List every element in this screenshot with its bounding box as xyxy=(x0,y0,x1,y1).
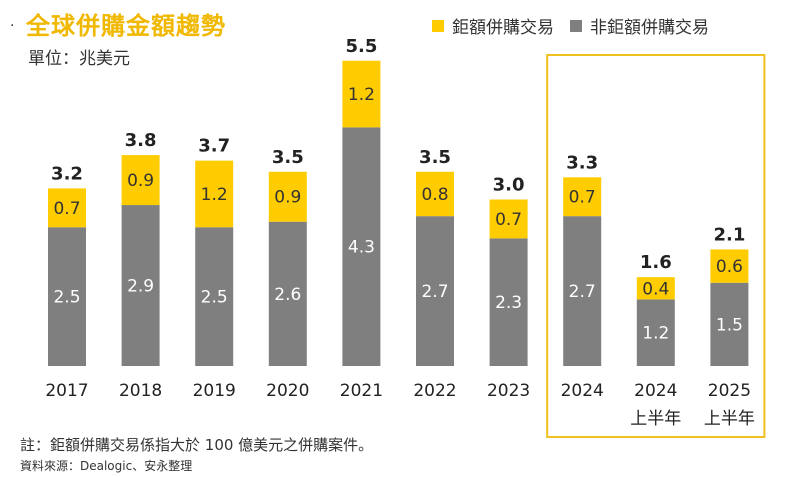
data-label-non-large-5: 2.7 xyxy=(421,282,448,302)
total-label-6: 3.0 xyxy=(493,175,525,196)
data-label-non-large-9: 1.5 xyxy=(716,315,743,335)
data-label-non-large-1: 2.9 xyxy=(127,277,154,297)
x-tick-label-6: 2023 xyxy=(487,381,530,401)
bar-large-4 xyxy=(342,60,381,128)
x-tick-label-3: 2020 xyxy=(266,381,309,401)
data-label-large-0: 0.7 xyxy=(53,199,80,219)
bar-large-0 xyxy=(48,188,86,228)
total-label-0: 3.2 xyxy=(51,163,83,184)
bar-large-1 xyxy=(121,155,160,206)
bar-non-large-1 xyxy=(121,205,160,366)
data-label-non-large-0: 2.5 xyxy=(53,288,80,308)
source-note: 資料來源：Dealogic、安永整理 xyxy=(20,459,193,473)
data-label-non-large-8: 1.2 xyxy=(642,324,669,344)
bar-large-7 xyxy=(563,177,602,217)
bar-non-large-0 xyxy=(48,227,86,366)
total-label-5: 3.5 xyxy=(419,147,451,168)
x-tick-label-4: 2021 xyxy=(340,381,383,401)
data-label-large-7: 0.7 xyxy=(569,188,596,208)
total-label-8: 1.6 xyxy=(640,252,672,273)
data-label-non-large-4: 4.3 xyxy=(348,238,375,258)
data-label-large-1: 0.9 xyxy=(127,171,154,191)
bar-large-9 xyxy=(710,249,749,283)
total-label-4: 5.5 xyxy=(345,36,377,57)
total-label-1: 3.8 xyxy=(125,130,157,151)
bar-non-large-2 xyxy=(195,227,234,366)
legend-item-non-large: 非鉅額併購交易 xyxy=(570,13,709,38)
title-bullet: · xyxy=(10,18,15,34)
data-label-non-large-6: 2.3 xyxy=(495,293,522,313)
x-tick-label-7: 2024 xyxy=(561,381,604,401)
legend-item-large: 鉅額併購交易 xyxy=(432,13,554,38)
bar-large-2 xyxy=(195,160,234,228)
data-label-large-5: 0.8 xyxy=(421,185,448,205)
legend-swatch-non-large xyxy=(570,19,582,32)
total-label-3: 3.5 xyxy=(272,147,304,168)
bar-non-large-8 xyxy=(636,299,675,366)
footnote: 註：鉅額併購交易係指大於 100 億美元之併購案件。 xyxy=(20,436,374,454)
bar-non-large-3 xyxy=(268,221,307,366)
bar-large-5 xyxy=(416,171,454,217)
x-tick-sublabel-8: 上半年 xyxy=(630,409,681,429)
x-tick-label-2: 2019 xyxy=(193,381,236,401)
legend-label-non-large: 非鉅額併購交易 xyxy=(590,18,709,38)
data-label-large-2: 1.2 xyxy=(201,185,228,205)
data-label-large-9: 0.6 xyxy=(716,257,743,277)
x-tick-label-5: 2022 xyxy=(413,381,456,401)
highlight-box xyxy=(546,54,766,438)
data-label-large-6: 0.7 xyxy=(495,210,522,230)
bar-non-large-4 xyxy=(342,127,381,366)
legend-swatch-large xyxy=(432,19,444,32)
x-tick-label-9: 2025 xyxy=(708,381,751,401)
x-tick-label-8: 2024 xyxy=(634,381,677,401)
legend: 鉅額併購交易 非鉅額併購交易 xyxy=(432,13,725,38)
data-label-large-3: 0.9 xyxy=(274,188,301,208)
bar-large-3 xyxy=(268,171,307,222)
data-label-non-large-3: 2.6 xyxy=(274,285,301,305)
data-label-non-large-2: 2.5 xyxy=(201,288,228,308)
legend-label-large: 鉅額併購交易 xyxy=(452,18,554,38)
bar-non-large-5 xyxy=(416,216,454,366)
x-tick-sublabel-9: 上半年 xyxy=(704,409,755,429)
bar-non-large-9 xyxy=(710,282,749,366)
data-label-large-4: 1.2 xyxy=(348,85,375,105)
bar-non-large-7 xyxy=(563,216,602,366)
total-label-9: 2.1 xyxy=(713,224,745,245)
data-label-large-8: 0.4 xyxy=(642,279,669,299)
total-label-2: 3.7 xyxy=(198,136,230,157)
chart-title: 全球併購金額趨勢 xyxy=(26,12,226,40)
x-tick-label-1: 2018 xyxy=(119,381,162,401)
unit-label: 單位：兆美元 xyxy=(28,49,130,69)
bar-large-8 xyxy=(636,277,675,300)
total-label-7: 3.3 xyxy=(566,152,598,173)
data-label-non-large-7: 2.7 xyxy=(569,282,596,302)
x-tick-label-0: 2017 xyxy=(45,381,88,401)
bar-large-6 xyxy=(489,199,528,239)
bar-non-large-6 xyxy=(489,238,528,366)
